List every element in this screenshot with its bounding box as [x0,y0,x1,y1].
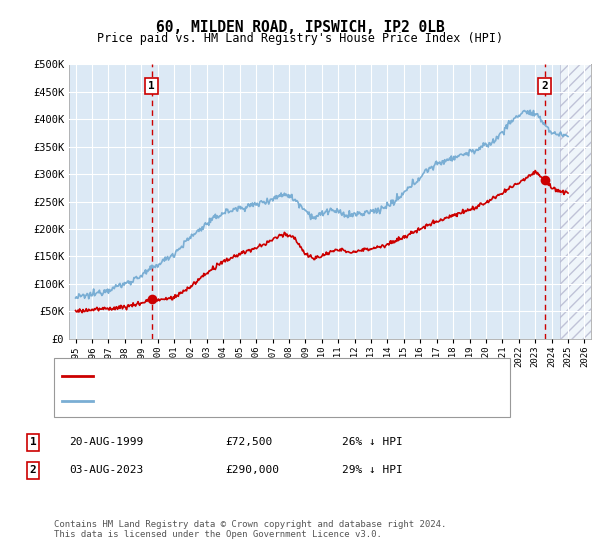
Text: 03-AUG-2023: 03-AUG-2023 [69,465,143,475]
Text: HPI: Average price, detached house, Ipswich: HPI: Average price, detached house, Ipsw… [98,396,356,406]
Text: £290,000: £290,000 [225,465,279,475]
Text: 2: 2 [29,465,37,475]
Text: 1: 1 [148,81,155,91]
Text: £72,500: £72,500 [225,437,272,447]
Text: 1: 1 [29,437,37,447]
Text: Price paid vs. HM Land Registry's House Price Index (HPI): Price paid vs. HM Land Registry's House … [97,32,503,45]
Text: 26% ↓ HPI: 26% ↓ HPI [342,437,403,447]
Text: 29% ↓ HPI: 29% ↓ HPI [342,465,403,475]
Text: 20-AUG-1999: 20-AUG-1999 [69,437,143,447]
Text: 2: 2 [541,81,548,91]
Text: 60, MILDEN ROAD, IPSWICH, IP2 0LB (detached house): 60, MILDEN ROAD, IPSWICH, IP2 0LB (detac… [98,371,398,381]
Text: Contains HM Land Registry data © Crown copyright and database right 2024.
This d: Contains HM Land Registry data © Crown c… [54,520,446,539]
Bar [560,64,600,339]
Text: 60, MILDEN ROAD, IPSWICH, IP2 0LB: 60, MILDEN ROAD, IPSWICH, IP2 0LB [155,20,445,35]
